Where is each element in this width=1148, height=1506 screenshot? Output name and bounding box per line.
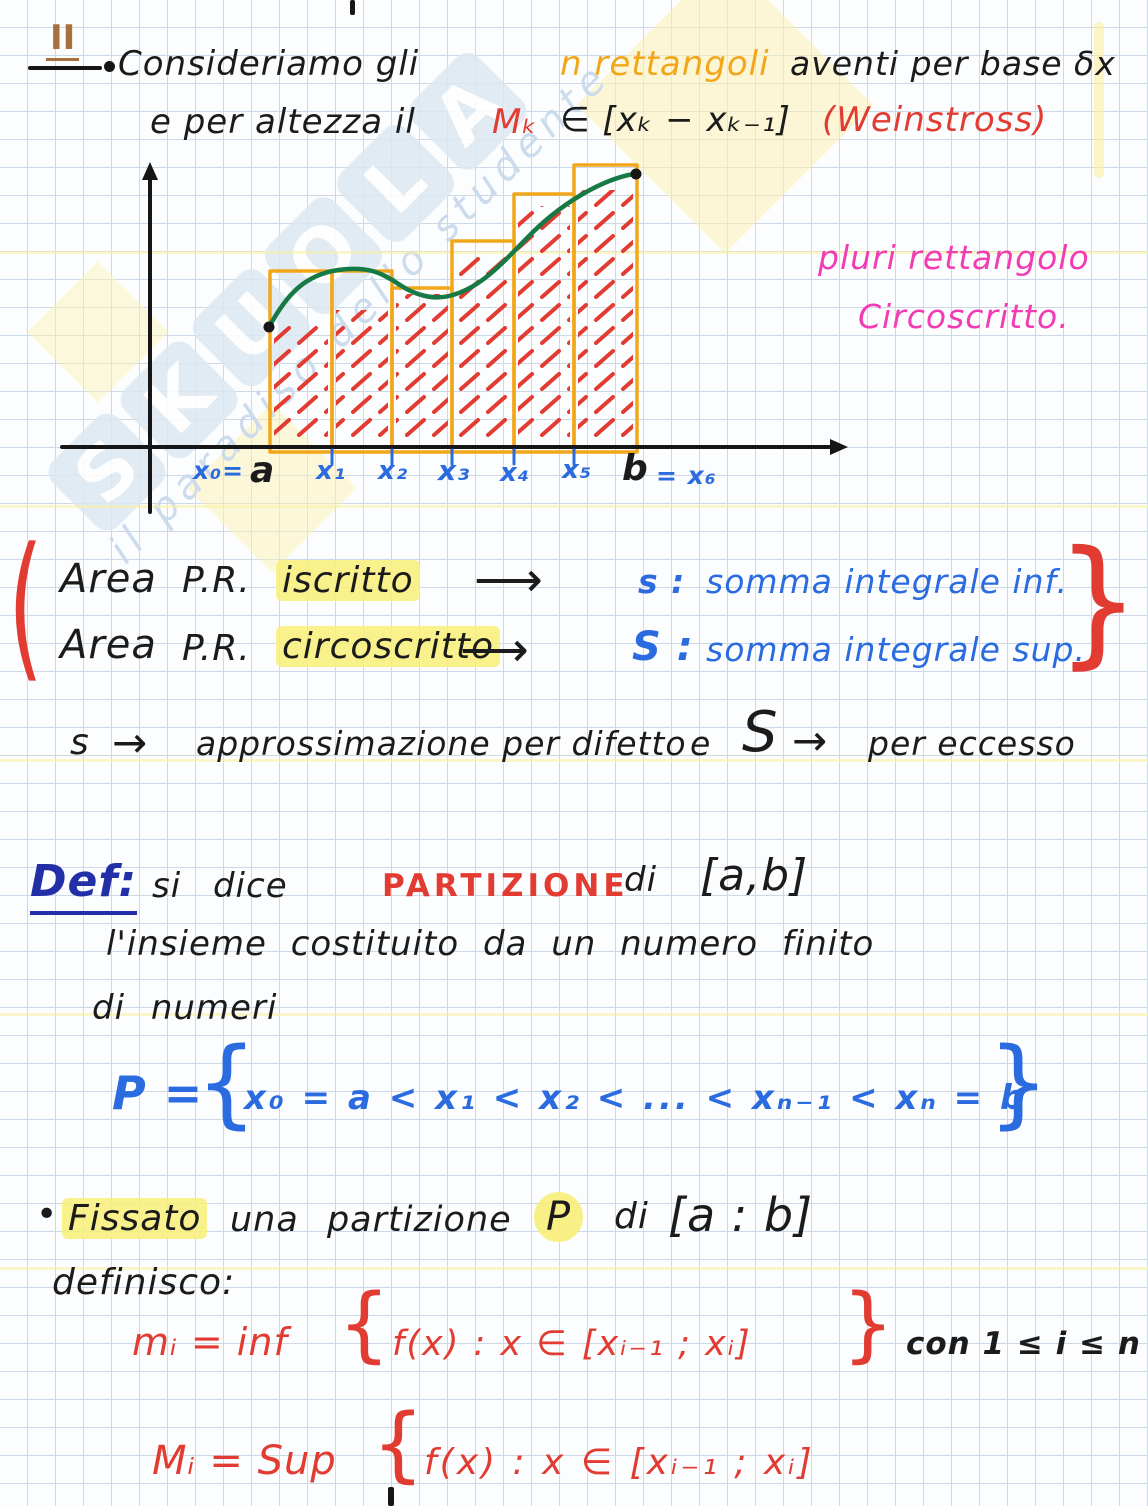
intro-line2-pre: e per altezza il xyxy=(150,102,416,142)
sup-open-brace: { xyxy=(372,1397,425,1492)
sum-row2-pr: P.R. xyxy=(182,628,251,669)
lead-arrow xyxy=(28,66,102,70)
approx-text1: approssimazione per difetto xyxy=(196,724,687,763)
intro-line2-mk: Mₖ xyxy=(492,102,538,142)
fixed-interval: [a : b] xyxy=(668,1188,814,1242)
partition-close-brace: } xyxy=(988,1027,1050,1139)
definition-t4: di numeri xyxy=(92,988,278,1028)
sum-row2-area: Area xyxy=(60,622,157,668)
fixed-t2: di xyxy=(614,1196,649,1237)
sum-row1-kind: iscritto xyxy=(276,560,420,601)
intro-line1-pre: Consideriamo gli xyxy=(118,44,420,84)
sum-row1-arrow: ⟶ xyxy=(474,552,543,608)
inf-close-brace: } xyxy=(842,1277,895,1372)
intro-line1-highlight: n rettangoli xyxy=(560,44,770,84)
definition-keyword: PARTIZIONE xyxy=(382,868,629,904)
axis-label-b: b xyxy=(622,448,649,489)
axis-label-x2: x₂ xyxy=(378,456,409,486)
intro-line2-ref: (Weinstross) xyxy=(822,100,1048,140)
fixed-t3: definisco: xyxy=(52,1262,236,1303)
axis-label-x1: x₁ xyxy=(316,456,347,486)
stray-mark-top xyxy=(350,0,355,15)
sup-lhs: Mᵢ = Sup xyxy=(152,1438,337,1484)
axis-label-a: a xyxy=(250,450,276,491)
fixed-t1: una partizione xyxy=(230,1200,512,1240)
approx-text2: per eccesso xyxy=(868,724,1076,763)
scan-artifact-stroke xyxy=(1094,22,1104,178)
approx-e: e xyxy=(690,724,712,763)
side-note-line1: pluri rettangolo xyxy=(818,238,1090,277)
definition-t3: l'insieme costituito da un numero finito xyxy=(106,924,875,964)
axis-label-x0: x₀= xyxy=(193,456,245,485)
inf-open-brace: { xyxy=(338,1277,391,1372)
lead-arrow-dot xyxy=(104,61,115,72)
inf-condition: con 1 ≤ i ≤ n xyxy=(906,1326,1141,1362)
definition-interval: [a,b] xyxy=(700,850,809,901)
fixed-p: P xyxy=(534,1192,584,1242)
sum-row1-area: Area xyxy=(60,556,157,602)
sum-row2-kind: circoscritto xyxy=(276,626,501,667)
sum-row2-arrow: ⟶ xyxy=(460,622,529,678)
definition-t2: di xyxy=(624,860,658,900)
figure-svg xyxy=(60,162,848,514)
fixed-bullet: • xyxy=(36,1194,58,1235)
partition-body: x₀ = a < x₁ < x₂ < ... < xₙ₋₁ < xₙ = b xyxy=(244,1078,1028,1118)
inf-lhs: mᵢ = inf xyxy=(132,1320,288,1364)
approx-s: s xyxy=(70,722,90,763)
sum-row2-symbol: S : xyxy=(632,624,694,670)
axis-label-x4: x₄ xyxy=(500,458,531,488)
intro-line1-post: aventi per base δx xyxy=(790,44,1116,83)
stray-mark-bottom xyxy=(388,1487,394,1506)
sum-row1-symbol: s : xyxy=(638,562,686,601)
intro-line2-set: ∈ [xₖ − xₖ₋₁] xyxy=(560,100,791,140)
definition-t1: si dice xyxy=(152,866,288,906)
right-red-brace: } xyxy=(1056,521,1140,683)
side-note-line2: Circoscritto. xyxy=(858,297,1070,336)
left-red-brace: ( xyxy=(8,515,44,698)
fixed-highlight: Fissato xyxy=(62,1198,208,1239)
approx-arrow1: → xyxy=(112,718,148,767)
sum-row1-text: somma integrale inf. xyxy=(706,562,1069,601)
approx-S: S xyxy=(742,700,779,765)
partition-open-brace: { xyxy=(196,1027,258,1139)
sum-row1-pr: P.R. xyxy=(182,560,251,601)
sup-body: f(x) : x ∈ [xᵢ₋₁ ; xᵢ] xyxy=(424,1442,815,1483)
axis-label-x5: x₅ xyxy=(562,455,593,485)
section-marker: II xyxy=(46,18,80,61)
axis-label-x3: x₃ xyxy=(438,454,471,487)
inf-body: f(x) : x ∈ [xᵢ₋₁ ; xᵢ] xyxy=(392,1324,752,1364)
approx-arrow2: → xyxy=(792,716,828,765)
partition-lhs: P = xyxy=(112,1066,204,1120)
sum-row2-text: somma integrale sup. xyxy=(706,630,1086,669)
definition-label: Def: xyxy=(30,856,138,915)
axis-label-x6: = x₆ xyxy=(656,461,717,490)
